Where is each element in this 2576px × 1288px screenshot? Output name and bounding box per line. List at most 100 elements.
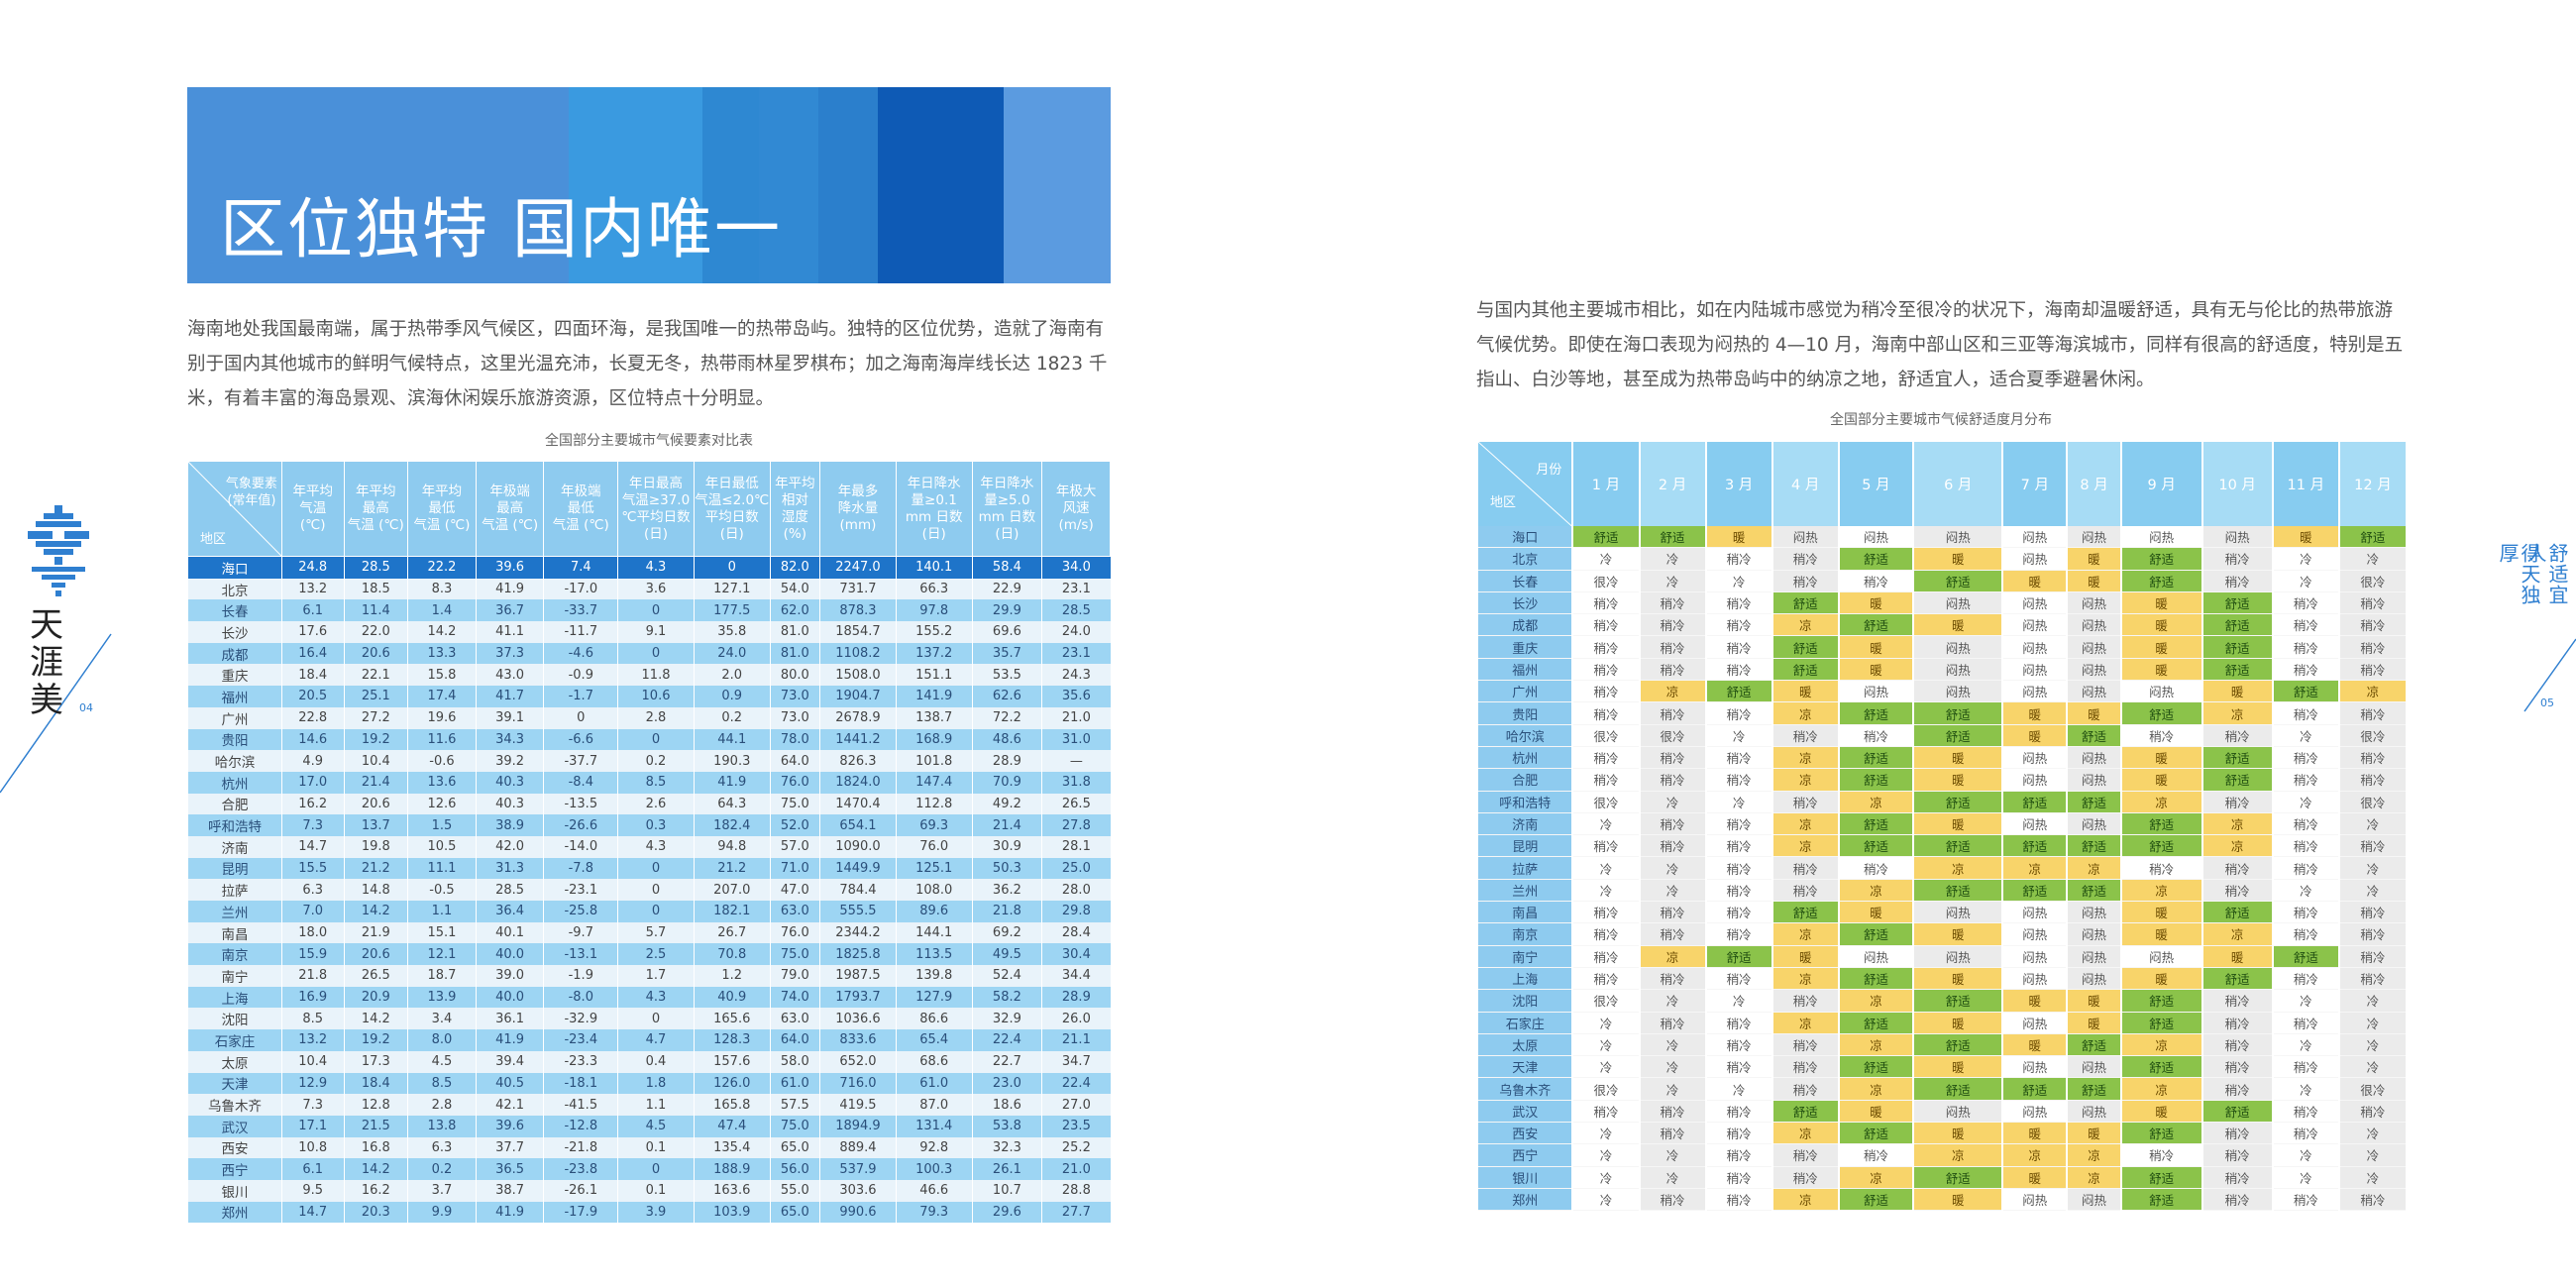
table-row: 拉萨 6.3 14.8 -0.5 28.5 -23.1 0 207.0 47.0 784.4 108…: [187, 879, 1111, 901]
value-cell: 61.0: [895, 1072, 973, 1095]
value-cell: 43.0: [475, 664, 544, 687]
value-cell: 138.7: [895, 706, 973, 729]
value-cell: 40.5: [475, 1072, 544, 1095]
comfort-cell: 凉: [2200, 701, 2273, 725]
value-cell: 8.3: [407, 578, 477, 600]
value-cell: 8.5: [280, 1008, 344, 1030]
value-cell: 6.3: [407, 1136, 477, 1159]
comfort-cell: 凉: [1638, 680, 1706, 703]
table1-corner-cell: 气象要素 (常年值) 地区: [187, 461, 282, 557]
value-cell: 654.1: [819, 814, 897, 836]
comfort-cell: 暖: [1912, 967, 2003, 991]
value-cell: 40.0: [475, 943, 544, 966]
value-cell: 62.0: [769, 599, 820, 622]
value-cell: 69.6: [971, 621, 1042, 643]
comfort-cell: 稍冷: [1704, 701, 1772, 725]
comfort-cell: 凉: [1837, 1077, 1914, 1101]
value-cell: 48.6: [971, 728, 1042, 751]
table-row: 沈阳 8.5 14.2 3.4 36.1 -32.9 0 165.6 63.0 1036.6 86.…: [187, 1008, 1111, 1030]
value-cell: 16.4: [280, 642, 344, 665]
comfort-cell: 稍冷: [2337, 635, 2406, 659]
logo-text: 天 涯 美: [30, 605, 63, 720]
value-cell: 29.9: [971, 599, 1042, 622]
comfort-cell: 舒适: [2200, 746, 2273, 770]
city-name-cell: 银川: [187, 1179, 282, 1202]
value-cell: 41.9: [475, 1201, 544, 1224]
table-row: 福州 20.5 25.1 17.4 41.7 -1.7 10.6 0.9 73.0 1904.7 1…: [187, 686, 1111, 707]
value-cell: -23.1: [543, 879, 618, 901]
comfort-cell: 稍冷: [1771, 1077, 1839, 1101]
value-cell: 21.9: [343, 921, 408, 944]
logo-icon: [28, 505, 89, 596]
comfort-cell: 闷热: [1912, 635, 2003, 659]
table1-header-cell: 年平均 最高 气温 (℃): [343, 461, 409, 557]
comfort-cell: 凉: [2119, 1033, 2202, 1057]
value-cell: 0: [693, 556, 771, 579]
comfort-cell: 稍冷: [2337, 922, 2406, 946]
comfort-cell: 闷热: [2001, 746, 2068, 770]
city-name-cell: 拉萨: [187, 879, 282, 901]
comfort-cell: 闷热: [2119, 526, 2202, 549]
value-cell: 16.9: [280, 986, 344, 1009]
value-cell: 833.6: [819, 1029, 897, 1051]
table-row: 广州 稍冷凉舒适暖闷热 闷热 闷热 闷热 闷热暖舒适凉: [1475, 680, 2406, 703]
value-cell: 7.0: [280, 901, 344, 922]
value-cell: 72.2: [971, 706, 1042, 729]
table1-header-cell: 年日降水 量≥0.1 mm 日数 (日): [895, 461, 973, 557]
value-cell: 21.0: [1041, 706, 1111, 729]
value-cell: 990.6: [819, 1201, 897, 1224]
comfort-cell: 舒适: [1912, 791, 2003, 813]
value-cell: 22.4: [1041, 1072, 1111, 1095]
comfort-cell: 凉: [1912, 856, 2003, 880]
comfort-cell: 稍冷: [1704, 746, 1772, 770]
value-cell: 1904.7: [819, 686, 897, 707]
value-cell: 0: [617, 642, 695, 665]
comfort-cell: 稍冷: [2271, 701, 2339, 725]
city-name-cell: 天津: [1475, 1055, 1573, 1079]
comfort-cell: 舒适: [2066, 1033, 2121, 1057]
value-cell: 784.4: [819, 879, 897, 901]
comfort-cell: 舒适: [2066, 1077, 2121, 1101]
comfort-cell: 闷热: [2001, 526, 2068, 549]
comfort-cell: 暖: [1837, 901, 1914, 924]
table1-header-cell: 年平均 气温 (℃): [280, 461, 345, 557]
page-number-left: 04: [79, 701, 93, 714]
value-cell: 0.2: [617, 750, 695, 772]
comfort-cell: 稍冷: [2271, 834, 2339, 858]
value-cell: 64.0: [769, 1029, 820, 1051]
comfort-cell: 舒适: [2066, 834, 2121, 858]
comfort-cell: 稍冷: [1771, 1033, 1839, 1057]
month-header-cell: 2 月: [1638, 442, 1706, 526]
comfort-cell: 闷热: [2066, 658, 2121, 682]
comfort-cell: 冷: [1638, 791, 1706, 813]
city-name-cell: 石家庄: [187, 1029, 282, 1051]
value-cell: 97.8: [895, 599, 973, 622]
comfort-cell: 闷热: [2001, 591, 2068, 615]
comfort-cell: 冷: [2271, 570, 2339, 592]
value-cell: 0: [617, 1008, 695, 1030]
city-name-cell: 天津: [187, 1072, 282, 1095]
value-cell: 41.9: [475, 1029, 544, 1051]
city-name-cell: 成都: [187, 642, 282, 665]
comfort-cell: 舒适: [2001, 879, 2068, 903]
comfort-cell: 凉: [2200, 812, 2273, 836]
value-cell: 14.8: [343, 879, 408, 901]
value-cell: 21.4: [343, 771, 408, 794]
city-name-cell: 重庆: [1475, 635, 1573, 659]
value-cell: 1825.8: [819, 943, 897, 966]
comfort-cell: 闷热: [1837, 526, 1914, 549]
comfort-cell: 冷: [1704, 724, 1772, 747]
value-cell: 22.2: [407, 556, 477, 579]
comfort-cell: 冷: [2337, 1055, 2406, 1079]
value-cell: -8.0: [543, 986, 618, 1009]
value-cell: 2678.9: [819, 706, 897, 729]
value-cell: 0.2: [693, 706, 771, 729]
comfort-cell: 暖: [2066, 547, 2121, 571]
comfort-cell: 稍冷: [1571, 922, 1640, 946]
value-cell: 103.9: [693, 1201, 771, 1224]
city-name-cell: 武汉: [187, 1115, 282, 1137]
city-name-cell: 南宁: [187, 965, 282, 987]
comfort-cell: 舒适: [1837, 1188, 1914, 1212]
value-cell: 28.4: [1041, 921, 1111, 944]
value-cell: 17.0: [280, 771, 344, 794]
